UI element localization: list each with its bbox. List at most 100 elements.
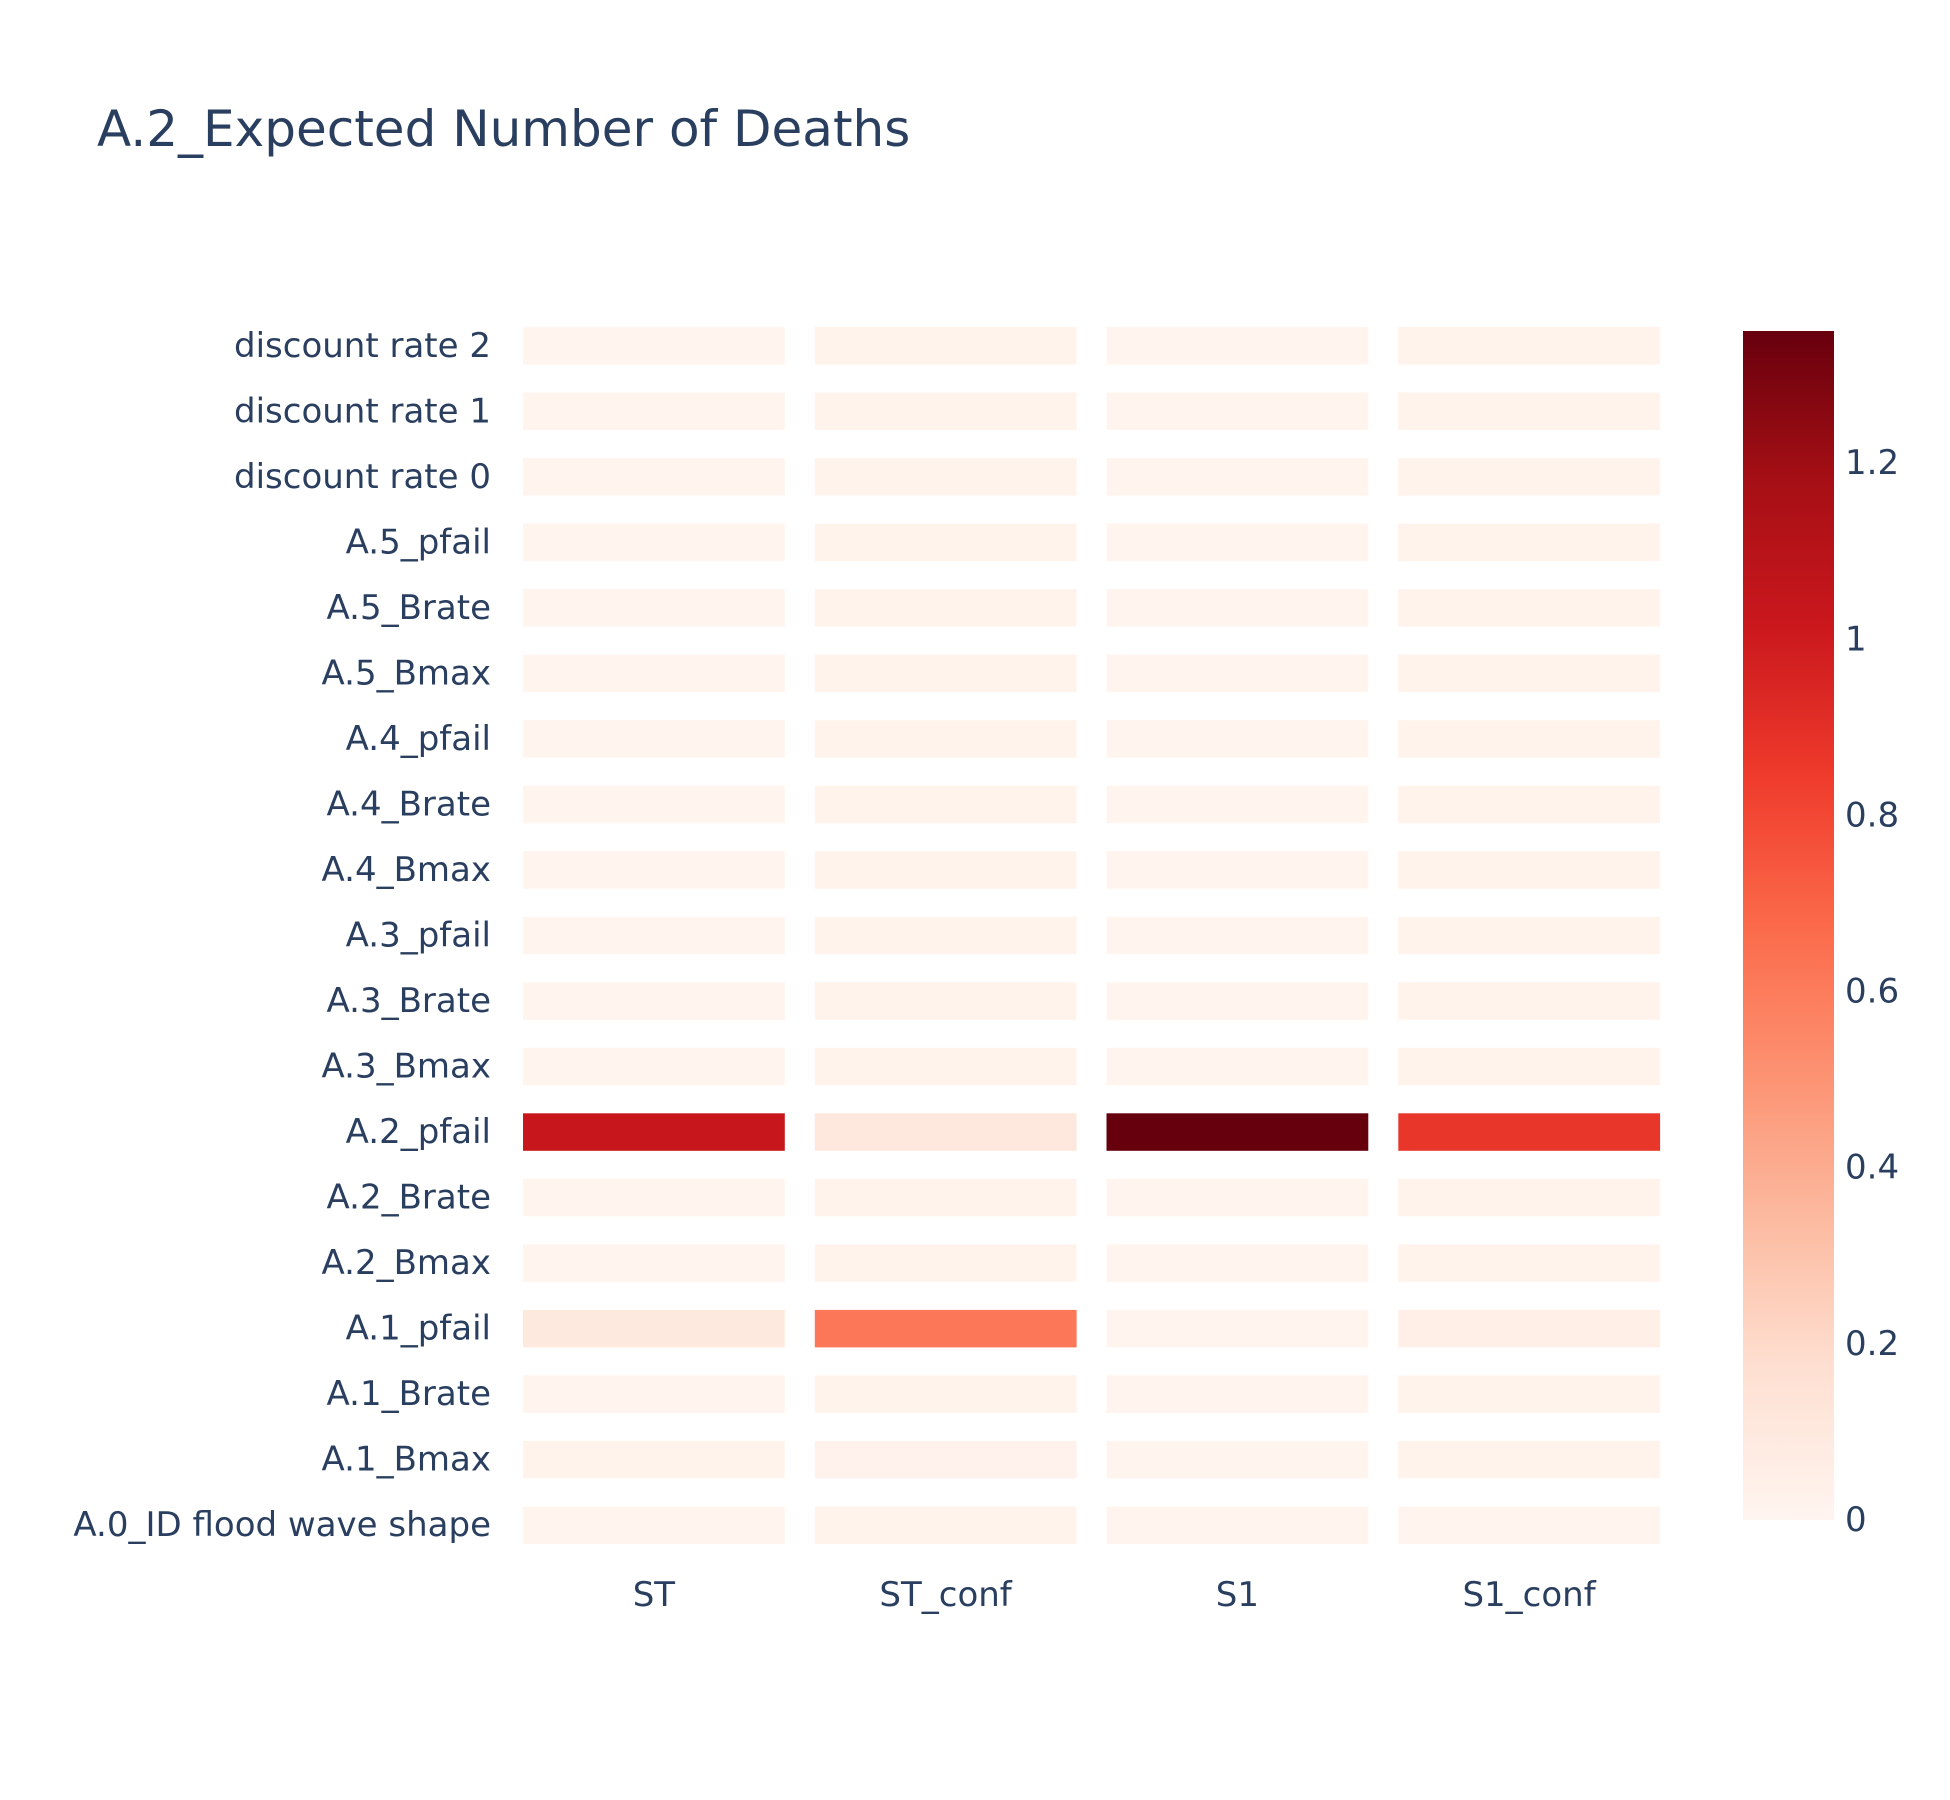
heatmap-cell-discount-rate-1-st [523, 392, 785, 430]
heatmap-cell-discount-rate-0-s1-conf [1398, 458, 1661, 496]
heatmap-cell-a-4-bmax-st [523, 851, 785, 889]
heatmap-cell-a-3-pfail-s1-conf [1398, 916, 1661, 955]
y-tick-label: A.3_Brate [327, 981, 492, 1021]
colorbar-tick-label: 0 [1845, 1500, 1867, 1540]
y-tick-label: A.4_pfail [346, 719, 491, 759]
colorbar-gradient [1743, 331, 1834, 1520]
y-tick-label: A.3_pfail [346, 916, 491, 956]
heatmap-cell-a-2-bmax-s1-conf [1398, 1244, 1661, 1282]
heatmap-cell-a-1-bmax-s1 [1106, 1440, 1369, 1479]
heatmap-cell-a-1-pfail-st-conf [814, 1309, 1077, 1348]
heatmap-cell-a-2-brate-s1-conf [1398, 1178, 1661, 1217]
heatmap-cell-discount-rate-1-st-conf [814, 392, 1077, 430]
heatmap-cell-discount-rate-2-st-conf [814, 327, 1077, 365]
x-axis-tick-labels: ST ST_conf S1 S1_conf [633, 1575, 1597, 1615]
y-tick-label: A.1_Brate [327, 1374, 492, 1414]
heatmap-cell-a-0-id-flood-wave-shape-s1 [1106, 1506, 1369, 1544]
heatmap-cell-a-3-brate-st [523, 982, 785, 1020]
colorbar-tick-label: 0.6 [1845, 972, 1899, 1012]
x-tick-label: ST [633, 1575, 676, 1615]
heatmap-cell-discount-rate-1-s1 [1106, 392, 1369, 430]
heatmap-cell-a-3-brate-s1 [1106, 982, 1369, 1020]
x-tick-label: ST_conf [879, 1575, 1012, 1615]
y-tick-label: A.4_Brate [327, 784, 492, 824]
y-tick-label: A.1_pfail [346, 1309, 491, 1349]
heatmap-cell-a-2-pfail-s1 [1106, 1113, 1369, 1151]
heatmap-cell-a-5-pfail-st-conf [814, 523, 1077, 562]
colorbar-tick-label: 0.2 [1845, 1324, 1899, 1364]
y-tick-label: A.2_pfail [346, 1112, 491, 1152]
heatmap-cell-a-2-brate-st-conf [814, 1178, 1077, 1217]
heatmap-cell-a-4-bmax-s1-conf [1398, 851, 1661, 889]
colorbar-tick-labels: 0 0.2 0.4 0.6 0.8 1 1.2 [1845, 443, 1899, 1540]
heatmap-cell-a-4-brate-st-conf [814, 785, 1077, 824]
heatmap-cell-a-1-bmax-s1-conf [1398, 1440, 1661, 1479]
colorbar-tick-label: 0.8 [1845, 795, 1899, 835]
heatmap-cell-a-5-bmax-s1-conf [1398, 654, 1661, 693]
heatmap-cell-a-1-brate-s1 [1106, 1375, 1369, 1413]
heatmap-cell-a-5-brate-s1-conf [1398, 589, 1661, 627]
heatmap-cell-a-1-bmax-st-conf [814, 1440, 1077, 1479]
y-tick-label: A.2_Brate [327, 1178, 492, 1218]
heatmap-cell-a-4-pfail-s1 [1106, 720, 1369, 758]
heatmap-cell-a-1-brate-st-conf [814, 1375, 1077, 1413]
y-tick-label: discount rate 0 [234, 457, 491, 497]
heatmap-cell-a-3-bmax-s1-conf [1398, 1047, 1661, 1086]
heatmap-cell-a-5-bmax-st-conf [814, 654, 1077, 693]
heatmap-cell-discount-rate-0-st-conf [814, 458, 1077, 496]
heatmap-cell-a-5-pfail-s1 [1106, 523, 1369, 562]
heatmap-cell-discount-rate-0-s1 [1106, 458, 1369, 496]
chart-title: A.2_Expected Number of Deaths [97, 100, 911, 158]
y-tick-label: A.5_Bmax [321, 653, 491, 693]
y-tick-label: A.2_Bmax [321, 1243, 491, 1283]
heatmap-cell-a-0-id-flood-wave-shape-st-conf [814, 1506, 1077, 1544]
y-tick-label: A.5_Brate [327, 588, 492, 628]
heatmap-cell-a-3-bmax-st [523, 1047, 785, 1086]
heatmap-cell-a-5-brate-st [523, 589, 785, 627]
heatmap-cell-a-3-brate-st-conf [814, 982, 1077, 1020]
heatmap-cell-a-1-brate-s1-conf [1398, 1375, 1661, 1413]
heatmap-cell-a-5-brate-st-conf [814, 589, 1077, 627]
heatmap-cell-a-4-brate-st [523, 785, 785, 824]
y-tick-label: A.1_Bmax [321, 1440, 491, 1480]
heatmap-cell-discount-rate-2-s1 [1106, 327, 1369, 365]
heatmap-cell-a-1-brate-st [523, 1375, 785, 1413]
heatmap-cell-a-3-bmax-s1 [1106, 1047, 1369, 1086]
heatmap-cell-a-5-pfail-st [523, 523, 785, 562]
heatmap-cell-a-2-bmax-s1 [1106, 1244, 1369, 1282]
y-tick-label: A.0_ID flood wave shape [73, 1505, 491, 1545]
heatmap-cell-a-4-pfail-s1-conf [1398, 720, 1661, 758]
heatmap-cell-a-2-pfail-st [523, 1113, 785, 1151]
heatmap-cell-a-2-bmax-st-conf [814, 1244, 1077, 1282]
heatmap-cell-a-3-brate-s1-conf [1398, 982, 1661, 1020]
heatmap-cell-a-2-pfail-s1-conf [1398, 1113, 1661, 1151]
heatmap-cell-discount-rate-2-s1-conf [1398, 327, 1661, 365]
heatmap-cell-a-5-bmax-s1 [1106, 654, 1369, 693]
heatmap-cell-a-3-pfail-s1 [1106, 916, 1369, 955]
heatmap-cell-discount-rate-2-st [523, 327, 785, 365]
heatmap-cell-a-2-pfail-st-conf [814, 1113, 1077, 1151]
y-tick-label: A.4_Bmax [321, 850, 491, 890]
heatmap-cell-a-3-pfail-st [523, 916, 785, 955]
heatmap-cell-a-1-pfail-s1-conf [1398, 1309, 1661, 1348]
heatmap-cell-a-4-pfail-st [523, 720, 785, 758]
colorbar-tick-label: 0.4 [1845, 1148, 1899, 1188]
heatmap-cell-a-1-bmax-st [523, 1440, 785, 1479]
y-axis-tick-labels: A.0_ID flood wave shape A.1_Bmax A.1_Brate… [73, 326, 491, 1545]
x-tick-label: S1_conf [1462, 1575, 1596, 1615]
y-tick-label: A.3_Bmax [321, 1047, 491, 1087]
heatmap-cell-a-2-brate-s1 [1106, 1178, 1369, 1217]
heatmap-cell-a-3-bmax-st-conf [814, 1047, 1077, 1086]
heatmap-cell-a-5-bmax-st [523, 654, 785, 693]
heatmap-cell-discount-rate-0-st [523, 458, 785, 496]
heatmap-cell-a-4-brate-s1-conf [1398, 785, 1661, 824]
y-tick-label: A.5_pfail [346, 522, 491, 562]
heatmap-cell-a-3-pfail-st-conf [814, 916, 1077, 955]
heatmap-cell-a-1-pfail-st [523, 1309, 785, 1348]
heatmap-cell-a-5-brate-s1 [1106, 589, 1369, 627]
x-tick-label: S1 [1216, 1575, 1259, 1615]
heatmap-cell-a-4-bmax-st-conf [814, 851, 1077, 889]
heatmap-cell-a-0-id-flood-wave-shape-st [523, 1506, 785, 1544]
heatmap-cell-a-2-brate-st [523, 1178, 785, 1217]
